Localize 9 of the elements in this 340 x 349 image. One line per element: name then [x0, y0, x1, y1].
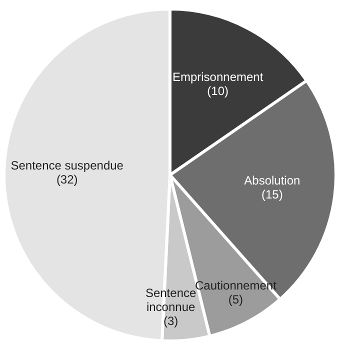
slice-label: Sentence suspendue: [10, 158, 124, 173]
data-label: (32): [56, 172, 78, 187]
slice-label: Emprisonnement: [172, 70, 264, 84]
data-label: (15): [262, 187, 283, 202]
slice-label: Absolution: [244, 173, 300, 188]
data-label: (10): [207, 84, 228, 98]
data-label: (3): [163, 314, 178, 328]
data-label: (5): [228, 292, 244, 307]
slice-label: Sentence inconnue: [145, 286, 196, 314]
